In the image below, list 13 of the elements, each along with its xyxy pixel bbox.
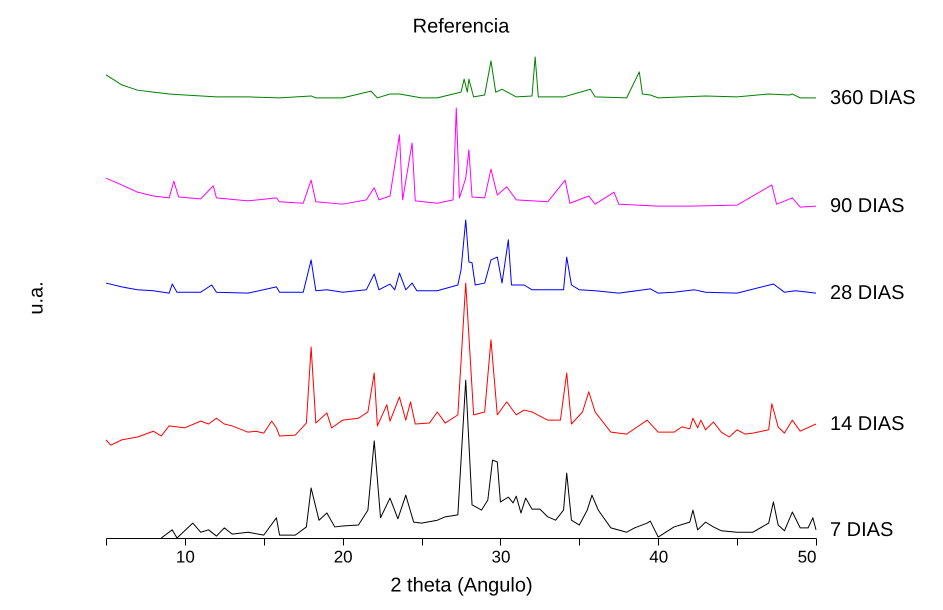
series-label: 7 DIAS bbox=[830, 518, 894, 541]
series-label: 28 DIAS bbox=[830, 282, 904, 304]
x-tick-label: 50 bbox=[798, 548, 816, 566]
x-axis-title: 2 theta (Angulo) bbox=[390, 574, 533, 596]
x-tick-label: 30 bbox=[491, 548, 510, 566]
y-axis-title: u.a. bbox=[26, 281, 48, 315]
x-tick-label: 10 bbox=[176, 548, 195, 566]
series-label: 90 DIAS bbox=[830, 195, 904, 218]
series-label: 14 DIAS bbox=[830, 413, 904, 436]
chart-title: Referencia bbox=[412, 16, 510, 38]
series-label: 360 DIAS bbox=[830, 86, 916, 109]
x-tick-label: 20 bbox=[334, 548, 353, 566]
x-tick-label: 40 bbox=[649, 548, 668, 566]
